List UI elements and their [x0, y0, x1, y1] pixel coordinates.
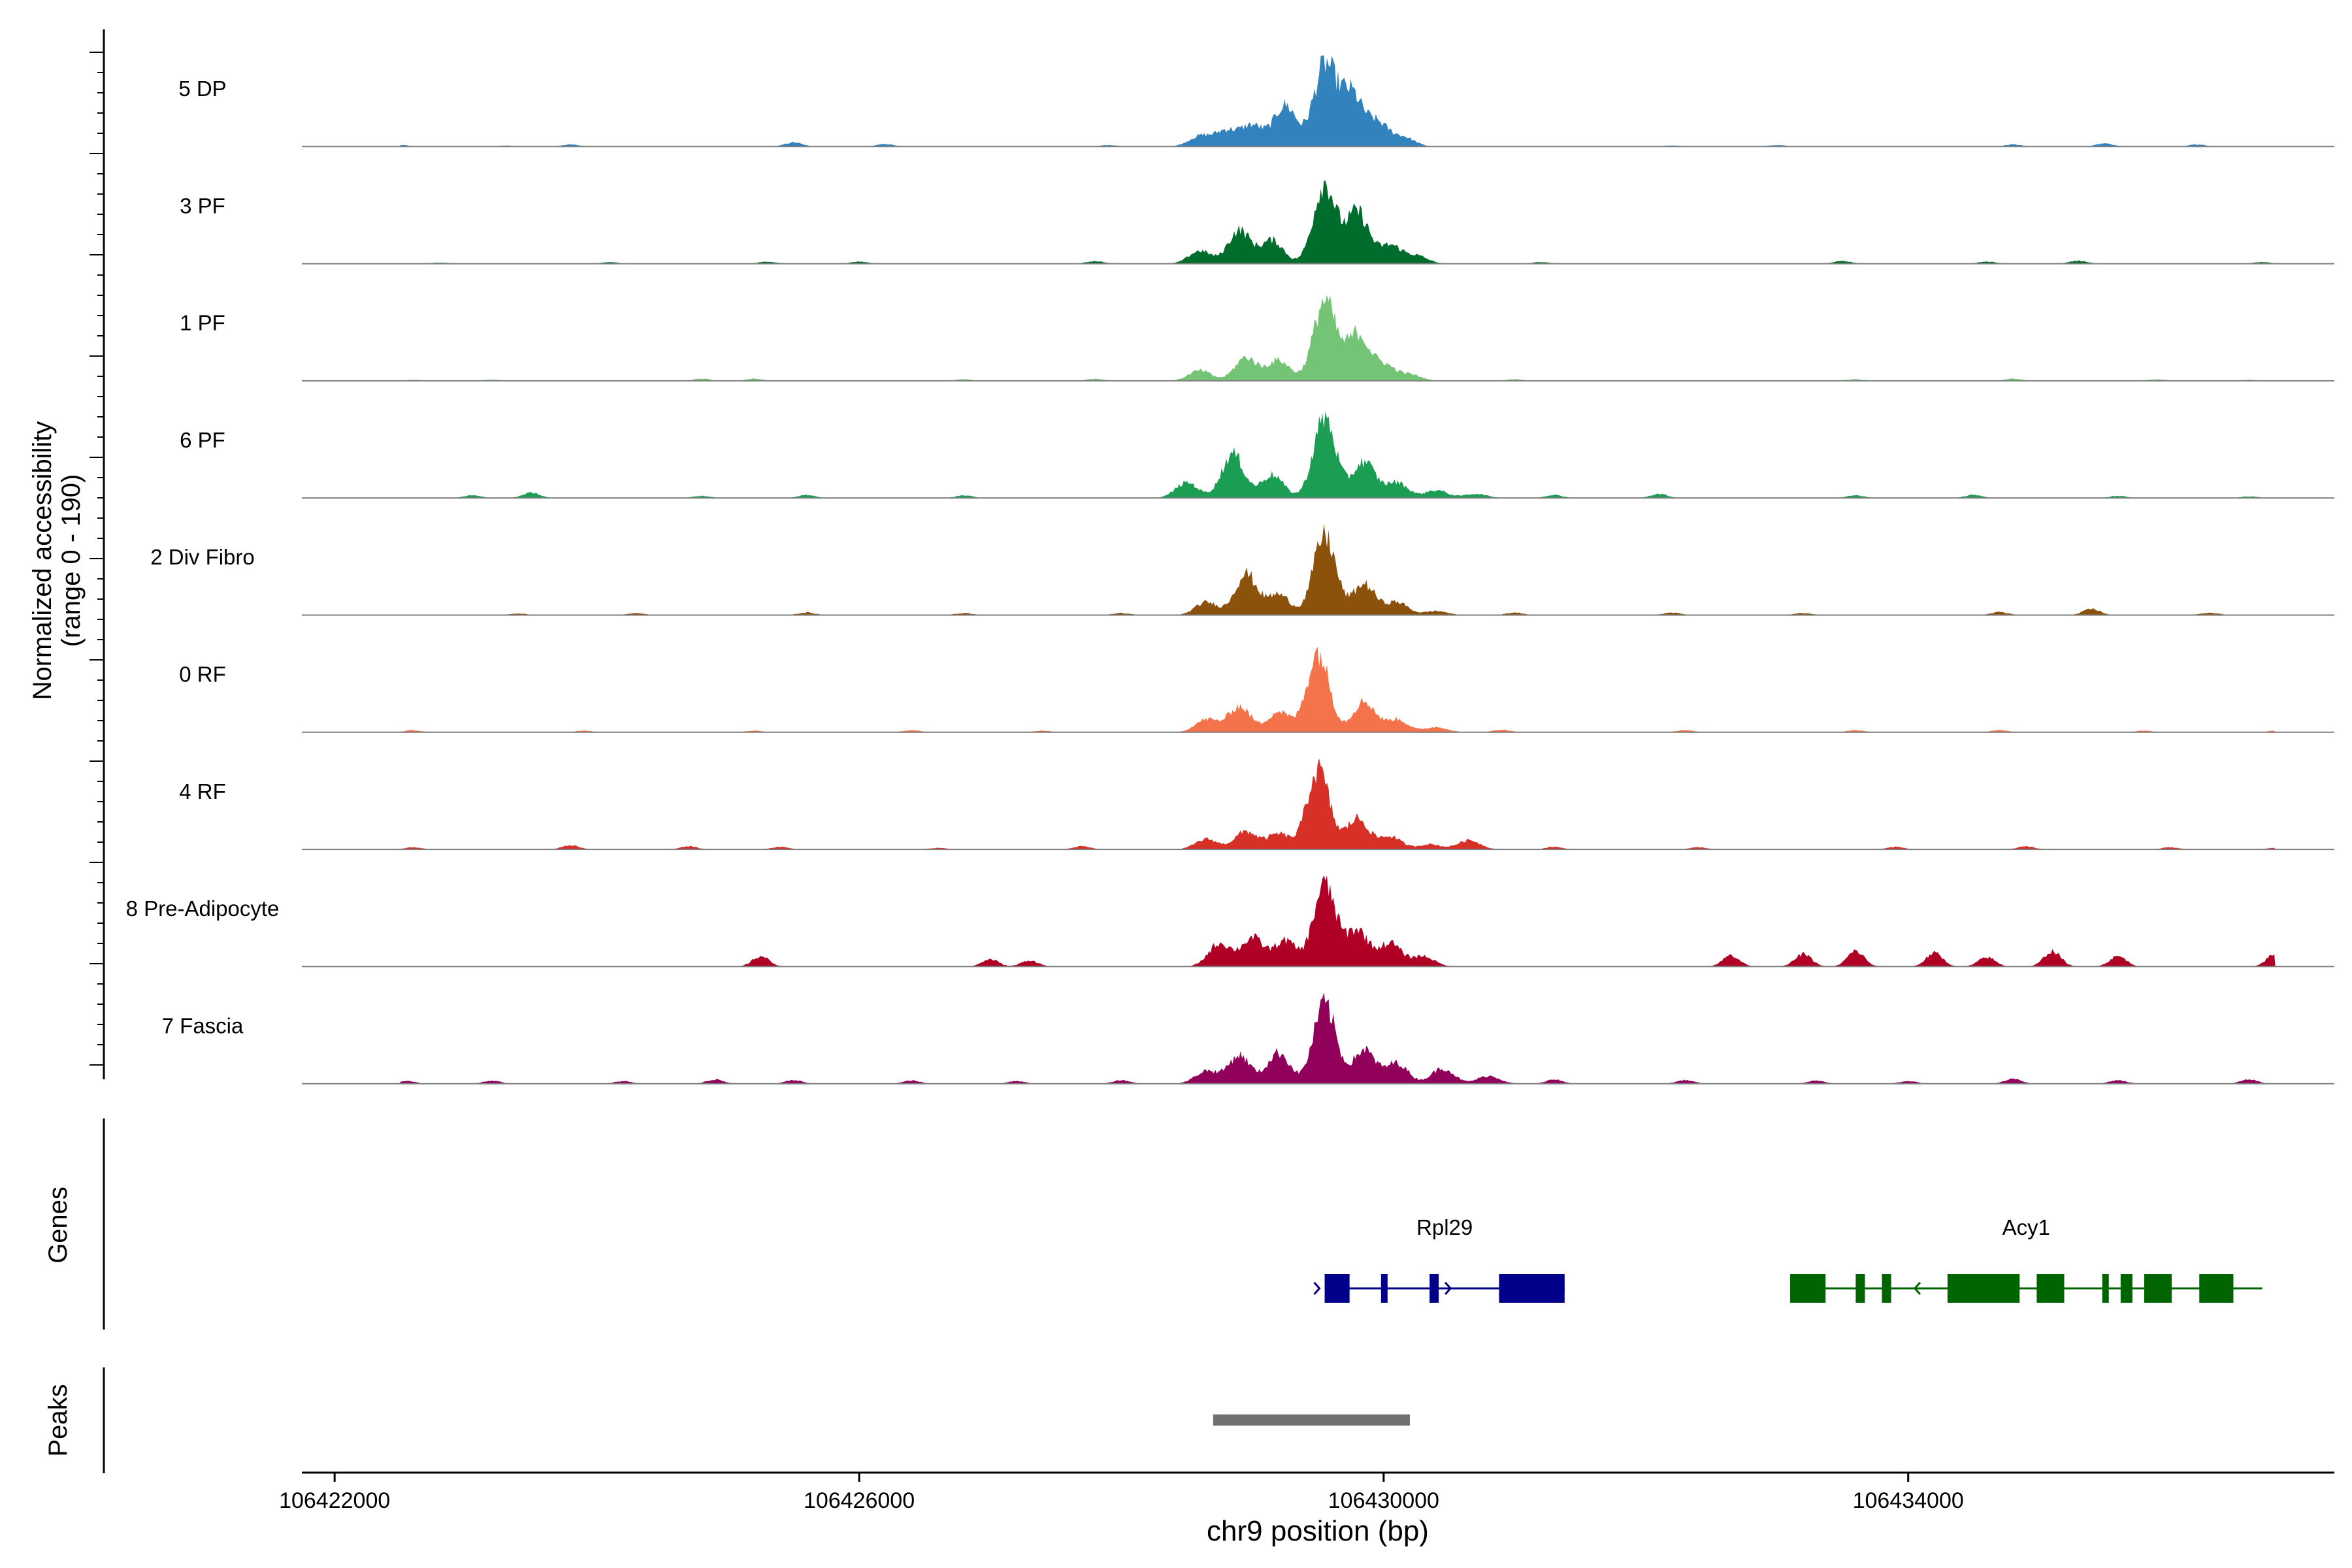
- track-label: 1 PF: [180, 311, 225, 335]
- gene-name: Acy1: [2002, 1215, 2050, 1239]
- gene-exon: [2102, 1274, 2109, 1303]
- gene-exon: [1947, 1274, 2020, 1303]
- x-axis-label: chr9 position (bp): [1207, 1515, 1429, 1547]
- gene-annotations: Rpl29 Acy1: [1313, 1215, 2262, 1303]
- coverage-track: 6 PF: [180, 411, 2334, 499]
- gene: Rpl29: [1313, 1215, 1565, 1303]
- coverage-area: [400, 758, 2276, 850]
- gene-name: Rpl29: [1416, 1215, 1473, 1239]
- gene-exon: [1790, 1274, 1826, 1303]
- gene-exon: [2036, 1274, 2065, 1303]
- coverage-area: [400, 524, 2276, 615]
- coverage-track: 1 PF: [180, 295, 2334, 382]
- track-label: 5 DP: [178, 76, 226, 101]
- gene-exon: [1882, 1274, 1891, 1303]
- gene-exon: [2120, 1274, 2132, 1303]
- coverage-track: 4 RF: [179, 758, 2334, 851]
- coverage-track: 3 PF: [180, 180, 2334, 265]
- coverage-area: [400, 992, 2276, 1084]
- peaks-track-label: Peaks: [44, 1384, 73, 1456]
- gene-exon: [1855, 1274, 1865, 1303]
- gene: Acy1: [1790, 1215, 2262, 1303]
- coverage-track: 5 DP: [178, 55, 2334, 148]
- coverage-track: 8 Pre-Adipocyte: [126, 875, 2334, 968]
- strand-arrow: [2154, 1282, 2163, 1295]
- gene-exon: [1324, 1274, 1350, 1303]
- coverage-area: [400, 55, 2276, 147]
- coverage-track: 7 Fascia: [162, 992, 2334, 1085]
- coverage-area: [400, 180, 2276, 264]
- peak-regions: [1213, 1414, 1410, 1426]
- coverage-area: [400, 295, 2276, 381]
- gene-exon: [1499, 1274, 1565, 1303]
- strand-arrow: [1313, 1282, 1321, 1295]
- gene-exon: [2199, 1274, 2234, 1303]
- coverage-area: [400, 411, 2276, 498]
- x-tick-label: 106422000: [279, 1488, 390, 1513]
- gene-exon: [2144, 1274, 2172, 1303]
- track-label: 3 PF: [180, 193, 225, 218]
- track-label: 8 Pre-Adipocyte: [126, 896, 280, 921]
- coverage-y-ticks: [90, 52, 104, 1066]
- coverage-track: 2 Div Fibro: [150, 524, 2334, 616]
- track-label: 7 Fascia: [162, 1013, 244, 1037]
- track-label: 6 PF: [180, 428, 225, 452]
- strand-arrow: [1445, 1282, 1452, 1295]
- coverage-tracks: 5 DP 3 PF 1 PF 6 PF 2 Div Fibro 0 RF 4 RF 8 Pre…: [126, 55, 2334, 1085]
- x-tick-label: 106430000: [1328, 1488, 1439, 1513]
- x-tick-label: 106426000: [804, 1488, 915, 1513]
- coverage-track: 0 RF: [179, 647, 2334, 733]
- gene-exon: [1429, 1274, 1439, 1303]
- strand-arrow: [1913, 1282, 1921, 1295]
- track-label: 4 RF: [179, 779, 226, 804]
- gene-exon: [1380, 1274, 1388, 1303]
- track-label: 2 Div Fibro: [150, 545, 255, 569]
- coverage-area: [400, 875, 2276, 967]
- peak-region-bar: [1213, 1414, 1410, 1426]
- x-axis-ticks: 106422000 106426000 106430000 106434000: [279, 1473, 1964, 1513]
- y-axis-label-line1: Normalized accessibility: [28, 421, 57, 700]
- y-axis-label-line2: (range 0 - 190): [57, 474, 86, 647]
- track-label: 0 RF: [179, 662, 226, 687]
- genes-track-label: Genes: [44, 1186, 73, 1264]
- x-tick-label: 106434000: [1853, 1488, 1964, 1513]
